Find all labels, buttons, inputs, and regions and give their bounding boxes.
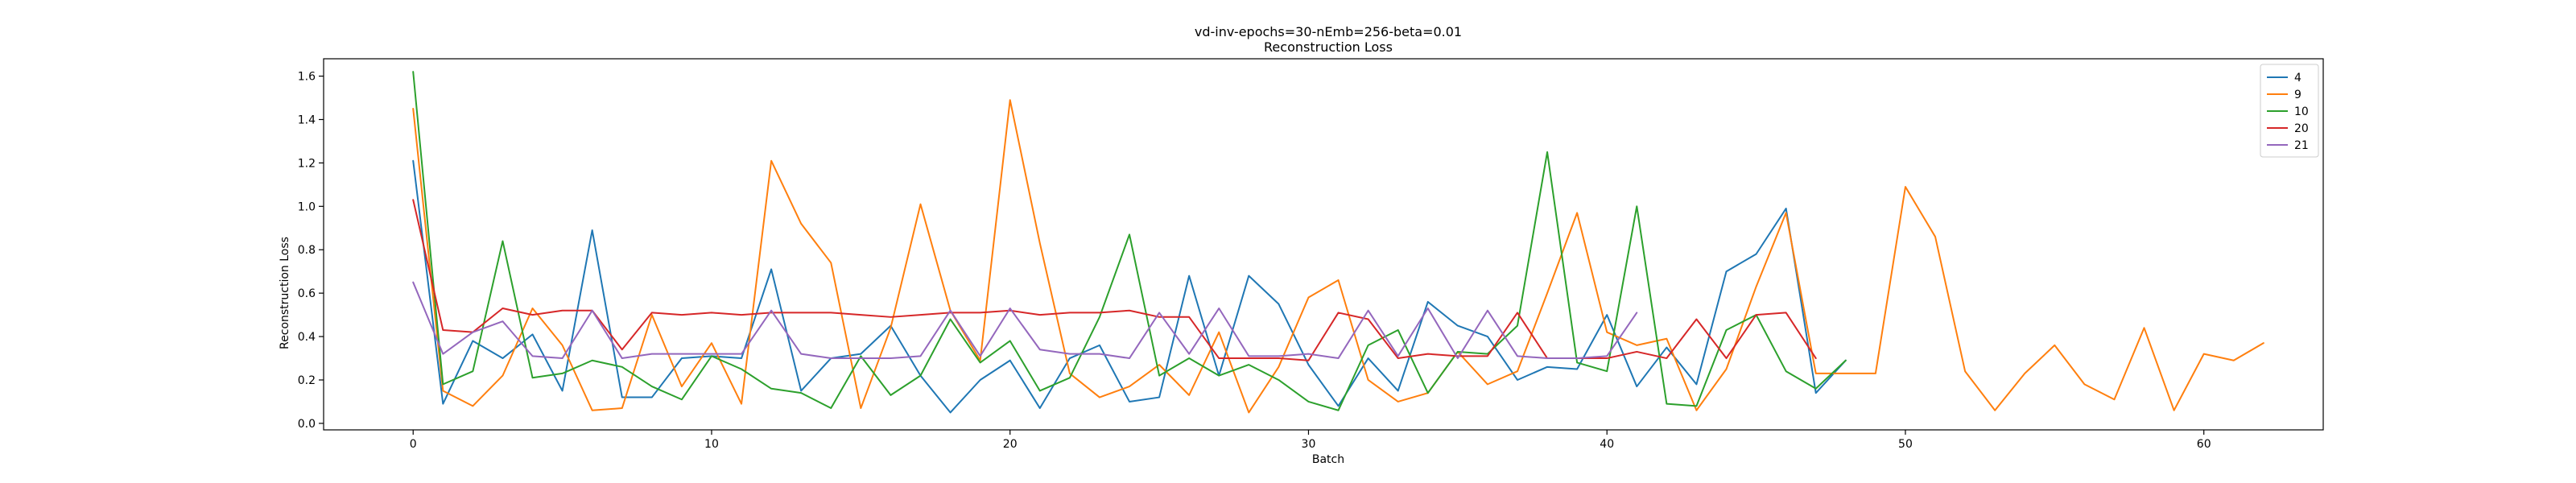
y-axis-label: Reconstruction Loss [279,237,291,349]
plot-area: 0 10 20 30 40 50 60 0.0 0.2 0.4 0.6 0.8 1.0 1.2 1.4 1.6 [298,58,2324,451]
y-tick-label: 1.2 [298,157,316,170]
legend-label: 21 [2294,139,2309,152]
series-line-4 [412,159,1847,414]
legend-label: 10 [2294,105,2309,118]
series-line-10 [412,71,1847,411]
x-tick-label: 40 [1600,438,1614,451]
x-tick-label: 50 [1898,438,1913,451]
x-tick-label: 60 [2197,438,2211,451]
plot-frame [323,58,2324,431]
legend: 4 9 10 20 21 [2260,64,2319,158]
legend-label: 9 [2294,89,2301,101]
y-tick-label: 0.8 [298,244,316,257]
x-tick-label: 30 [1302,438,1316,451]
x-axis-label: Batch [1312,453,1344,466]
y-tick-label: 0.0 [298,418,316,431]
x-tick-label: 10 [704,438,719,451]
y-tick-label: 1.0 [298,200,316,213]
legend-box [2260,64,2319,158]
y-tick-label: 0.2 [298,374,316,387]
chart-subtitle: Reconstruction Loss [1264,39,1393,55]
legend-label: 20 [2294,122,2309,135]
chart-title: vd-inv-epochs=30-nEmb=256-beta=0.01 [1195,24,1462,39]
x-tick-label: 20 [1003,438,1018,451]
y-tick-label: 1.4 [298,114,316,126]
legend-label: 4 [2294,72,2301,85]
y-tick-label: 0.6 [298,287,316,300]
series-line-21 [412,281,1638,360]
y-tick-label: 1.6 [298,71,316,84]
x-tick-label: 0 [410,438,417,451]
y-tick-label: 0.4 [298,331,316,344]
series-line-9 [412,99,2264,414]
